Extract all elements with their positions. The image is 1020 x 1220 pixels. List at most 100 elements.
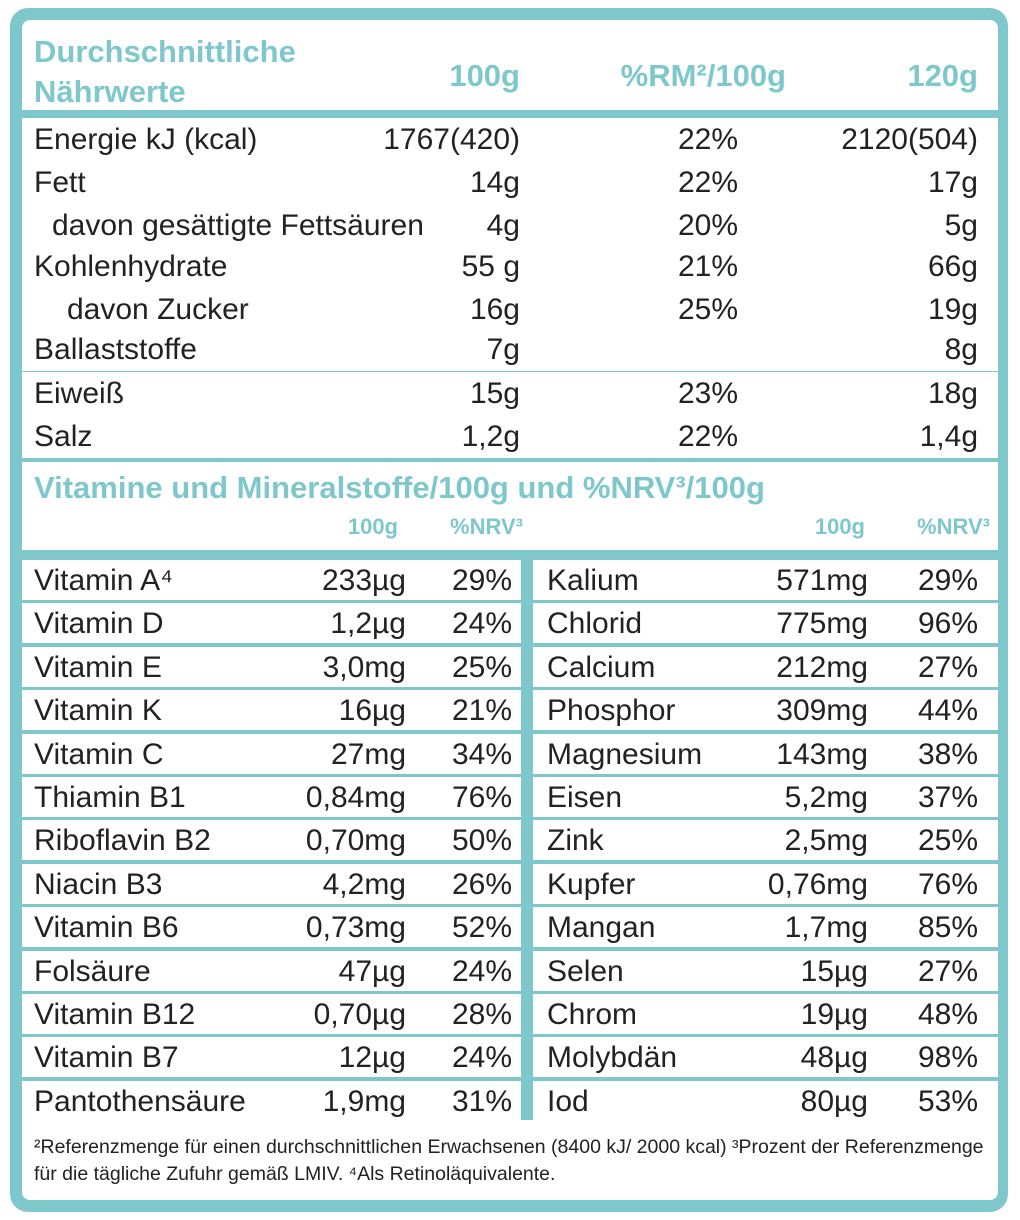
table-row: Kalium 571mg 29% [533,560,998,600]
vitamins-left-nrv: %NRV³ [450,514,523,539]
nutrient-name: Fett [34,166,86,199]
nutrient-name: Pantothensäure [34,1084,246,1118]
table-row: Niacin B3 4,2mg 26% [22,863,521,904]
nutrition-label: Durchschnittliche Nährwerte 100g %RM²/10… [10,8,1008,1212]
value-120g: 5g [944,209,978,242]
value-100g: 2,5mg [784,824,868,858]
value-100g: 4,2mg [322,867,406,901]
value-nrv: 76% [451,780,512,814]
value-100g: 212mg [776,650,868,684]
nutrient-name: Riboflavin B2 [34,824,211,858]
nutrient-name: Selen [547,954,624,988]
title-line-1: Durchschnittliche [34,34,296,69]
value-nrv: 28% [451,997,512,1031]
nutrient-name: davon Zucker [67,293,249,326]
header-rm: %RM²/100g [620,58,786,93]
vitamins-table-left: Vitamin A⁴ 233µg 29% Vitamin D 1,2µg 24% Vitam… [22,560,521,1125]
nutrient-name: Ballaststoffe [34,333,197,366]
table-row: Ballaststoffe 7g 8g [22,328,998,371]
value-nrv: 24% [451,607,512,641]
value-100g: 1,2g [461,420,520,453]
nutrition-title: Durchschnittliche Nährwerte [34,32,296,112]
table-row: Mangan 1,7mg 85% [533,907,998,948]
value-100g: 0,73mg [305,911,406,945]
nutrient-group: Energie kJ (kcal) 1767(420) 22% 2120(504) Fe… [22,118,998,247]
nutrient-name: Vitamin A⁴ [34,564,174,597]
value-100g: 16µg [338,694,406,728]
value-100g: 27mg [330,737,406,771]
nutrient-name: Vitamin E [34,650,162,684]
table-row: Vitamin B6 0,73mg 52% [22,907,521,948]
table-row: davon gesättigte Fettsäuren 4g 20% 5g [22,204,998,247]
value-100g: 1,7mg [784,911,868,945]
table-row: Riboflavin B2 0,70mg 50% [22,820,521,861]
table-row: Iod 80µg 53% [533,1080,998,1121]
nutrient-name: Iod [547,1084,589,1118]
value-120g: 2120(504) [841,123,978,156]
value-rm: 21% [677,250,738,283]
value-100g: 1,2µg [330,607,406,641]
value-120g: 1,4g [919,420,978,453]
value-100g: 775mg [776,607,868,641]
value-rm: 22% [677,166,738,199]
table-row: Magnesium 143mg 38% [533,733,998,774]
value-100g: 0,84mg [305,780,406,814]
table-row: Chrom 19µg 48% [533,993,998,1034]
value-100g: 19µg [800,997,868,1031]
nutrient-name: Chlorid [547,607,643,641]
table-row: Chlorid 775mg 96% [533,603,998,644]
value-100g: 80µg [800,1084,868,1118]
table-row: Vitamin B12 0,70µg 28% [22,993,521,1034]
value-nrv: 98% [917,1041,978,1075]
value-100g: 233µg [321,564,406,597]
value-nrv: 50% [451,824,512,858]
value-nrv: 34% [451,737,512,771]
nutrient-name: Mangan [547,911,656,945]
value-rm: 25% [677,293,738,326]
table-row: Kohlenhydrate 55 g 21% 66g [22,245,998,288]
nutrient-name: Magnesium [547,737,703,771]
table-row: Pantothensäure 1,9mg 31% [22,1080,521,1121]
value-100g: 0,70mg [305,824,406,858]
value-100g: 7g [486,333,520,366]
nutrient-name: Folsäure [34,954,151,988]
table-row: Thiamin B1 0,84mg 76% [22,776,521,817]
vitamins-left-100g: 100g [347,514,398,539]
table-row: Selen 15µg 27% [533,950,998,991]
table-row: Vitamin D 1,2µg 24% [22,603,521,644]
table-row: Salz 1,2g 22% 1,4g [22,415,998,458]
value-nrv: 27% [917,650,978,684]
value-100g: 48µg [800,1041,868,1075]
value-nrv: 21% [451,694,512,728]
value-nrv: 38% [917,737,978,771]
nutrient-name: Vitamin C [34,737,164,771]
value-100g: 12µg [338,1041,406,1075]
value-nrv: 48% [917,997,978,1031]
table-row: Vitamin A⁴ 233µg 29% [22,560,521,600]
value-100g: 15µg [800,954,868,988]
minerals-table-right: Kalium 571mg 29% Chlorid 775mg 96% Calcium 212m… [533,560,998,1125]
value-rm: 22% [677,420,738,453]
value-nrv: 29% [917,564,978,597]
title-line-2: Nährwerte [34,74,186,109]
nutrient-name: Eiweiß [34,377,125,410]
nutrient-name: Calcium [547,650,656,684]
nutrient-name: Kalium [547,564,639,597]
vitamins-header: Vitamine und Mineralstoffe/100g und %NRV… [22,462,998,550]
nutrient-name: Vitamin B12 [34,997,196,1031]
table-row: davon Zucker 16g 25% 19g [22,288,998,331]
value-100g: 16g [469,293,520,326]
value-100g: 15g [469,377,520,410]
nutrient-name: Energie kJ (kcal) [34,123,258,156]
footnote: ²Referenzmenge für einen durchschnittlic… [22,1120,998,1200]
nutrient-name: Kupfer [547,867,636,901]
nutrient-group: Eiweiß 15g 23% 18g Salz 1,2g 22% 1,4g [22,372,998,458]
nutrient-name: Chrom [547,997,638,1031]
table-row: Eiweiß 15g 23% 18g [22,372,998,415]
nutrient-name: Thiamin B1 [34,780,186,814]
table-row: Zink 2,5mg 25% [533,820,998,861]
table-row: Folsäure 47µg 24% [22,950,521,991]
table-row: Energie kJ (kcal) 1767(420) 22% 2120(504) [22,118,998,161]
value-nrv: 25% [451,650,512,684]
value-100g: 1767(420) [383,123,520,156]
